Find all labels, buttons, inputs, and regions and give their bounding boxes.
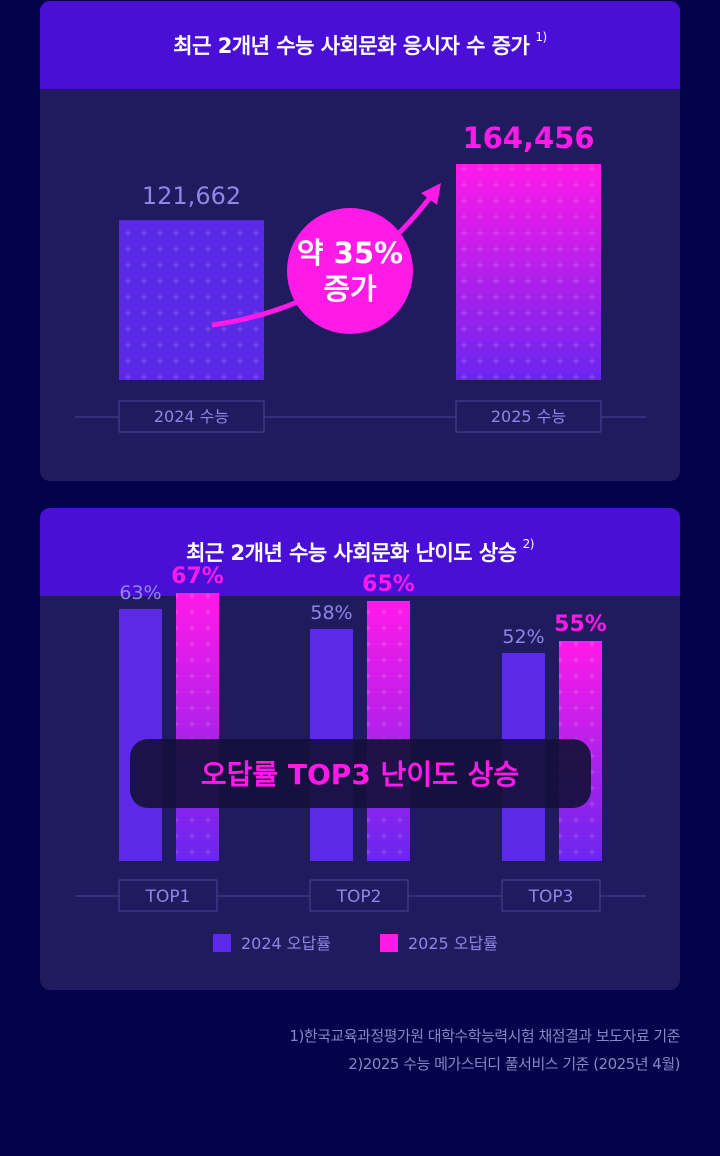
category-label: TOP2: [336, 887, 382, 907]
footnote-2: 2)2025 수능 메가스터디 풀서비스 기준 (2025년 4월): [348, 1055, 680, 1073]
legend-label: 2024 오답률: [241, 934, 331, 953]
category-label: TOP1: [145, 887, 191, 907]
applicants-chart-title: 최근 2개년 수능 사회문화 응시자 수 증가: [173, 34, 530, 58]
category-box: [501, 879, 601, 912]
bar-TOP1-2024: [119, 609, 162, 861]
data-label: 52%: [502, 626, 544, 648]
category-box: [309, 879, 409, 912]
bar-pattern: [367, 601, 410, 861]
applicants-title-note: 1): [535, 30, 547, 44]
difficulty-chart-card: 최근 2개년 수능 사회문화 난이도 상승 2) 63% 67% TOP1 58% 65%…: [40, 508, 680, 990]
category-label: 2025 수능: [491, 407, 566, 426]
bar-pattern: [456, 164, 601, 380]
legend-swatch: [380, 934, 398, 952]
legend-label: 2025 오답률: [408, 934, 498, 953]
growth-badge-line2: 증가: [323, 272, 377, 306]
category-box: [118, 400, 265, 433]
data-label: 67%: [171, 564, 224, 589]
bar-pattern: [176, 593, 219, 861]
overlay-text: 오답률 TOP3 난이도 상승: [201, 758, 519, 791]
data-label: 58%: [310, 602, 352, 624]
category-label: 2024 수능: [154, 407, 229, 426]
value-label: 121,662: [142, 182, 241, 210]
data-label: 55%: [554, 612, 607, 637]
footnotes: 1)한국교육과정평가원 대학수학능력시험 채점결과 보도자료 기준 2)2025…: [289, 1022, 680, 1078]
data-label: 65%: [362, 572, 415, 597]
applicants-chart-card: 최근 2개년 수능 사회문화 응시자 수 증가 1) 121,662 2024 수능…: [40, 1, 680, 481]
growth-badge: [287, 208, 413, 334]
category-box: [118, 879, 218, 912]
difficulty-chart: 63% 67% TOP1 58% 65% TOP2 52% 55% TOP3 오답률 TOP3 난…: [75, 564, 646, 953]
legend-swatch: [213, 934, 231, 952]
applicants-chart: 121,662 2024 수능 164,456 2025 수능 약 35%증가: [75, 121, 646, 433]
difficulty-title-note: 2): [522, 537, 535, 551]
bar-pattern: [119, 220, 264, 380]
data-label: 63%: [119, 582, 161, 604]
category-box: [455, 400, 602, 433]
value-label: 164,456: [462, 121, 594, 155]
difficulty-chart-title: 최근 2개년 수능 사회문화 난이도 상승: [186, 541, 517, 565]
overlay-banner: [130, 739, 591, 808]
category-label: TOP3: [528, 887, 574, 907]
growth-badge-line1: 약 35%: [297, 236, 403, 270]
applicants-chart-header: 최근 2개년 수능 사회문화 응시자 수 증가 1): [40, 1, 680, 89]
difficulty-chart-header: 최근 2개년 수능 사회문화 난이도 상승 2): [40, 508, 680, 596]
footnote-1: 1)한국교육과정평가원 대학수학능력시험 채점결과 보도자료 기준: [289, 1027, 680, 1045]
